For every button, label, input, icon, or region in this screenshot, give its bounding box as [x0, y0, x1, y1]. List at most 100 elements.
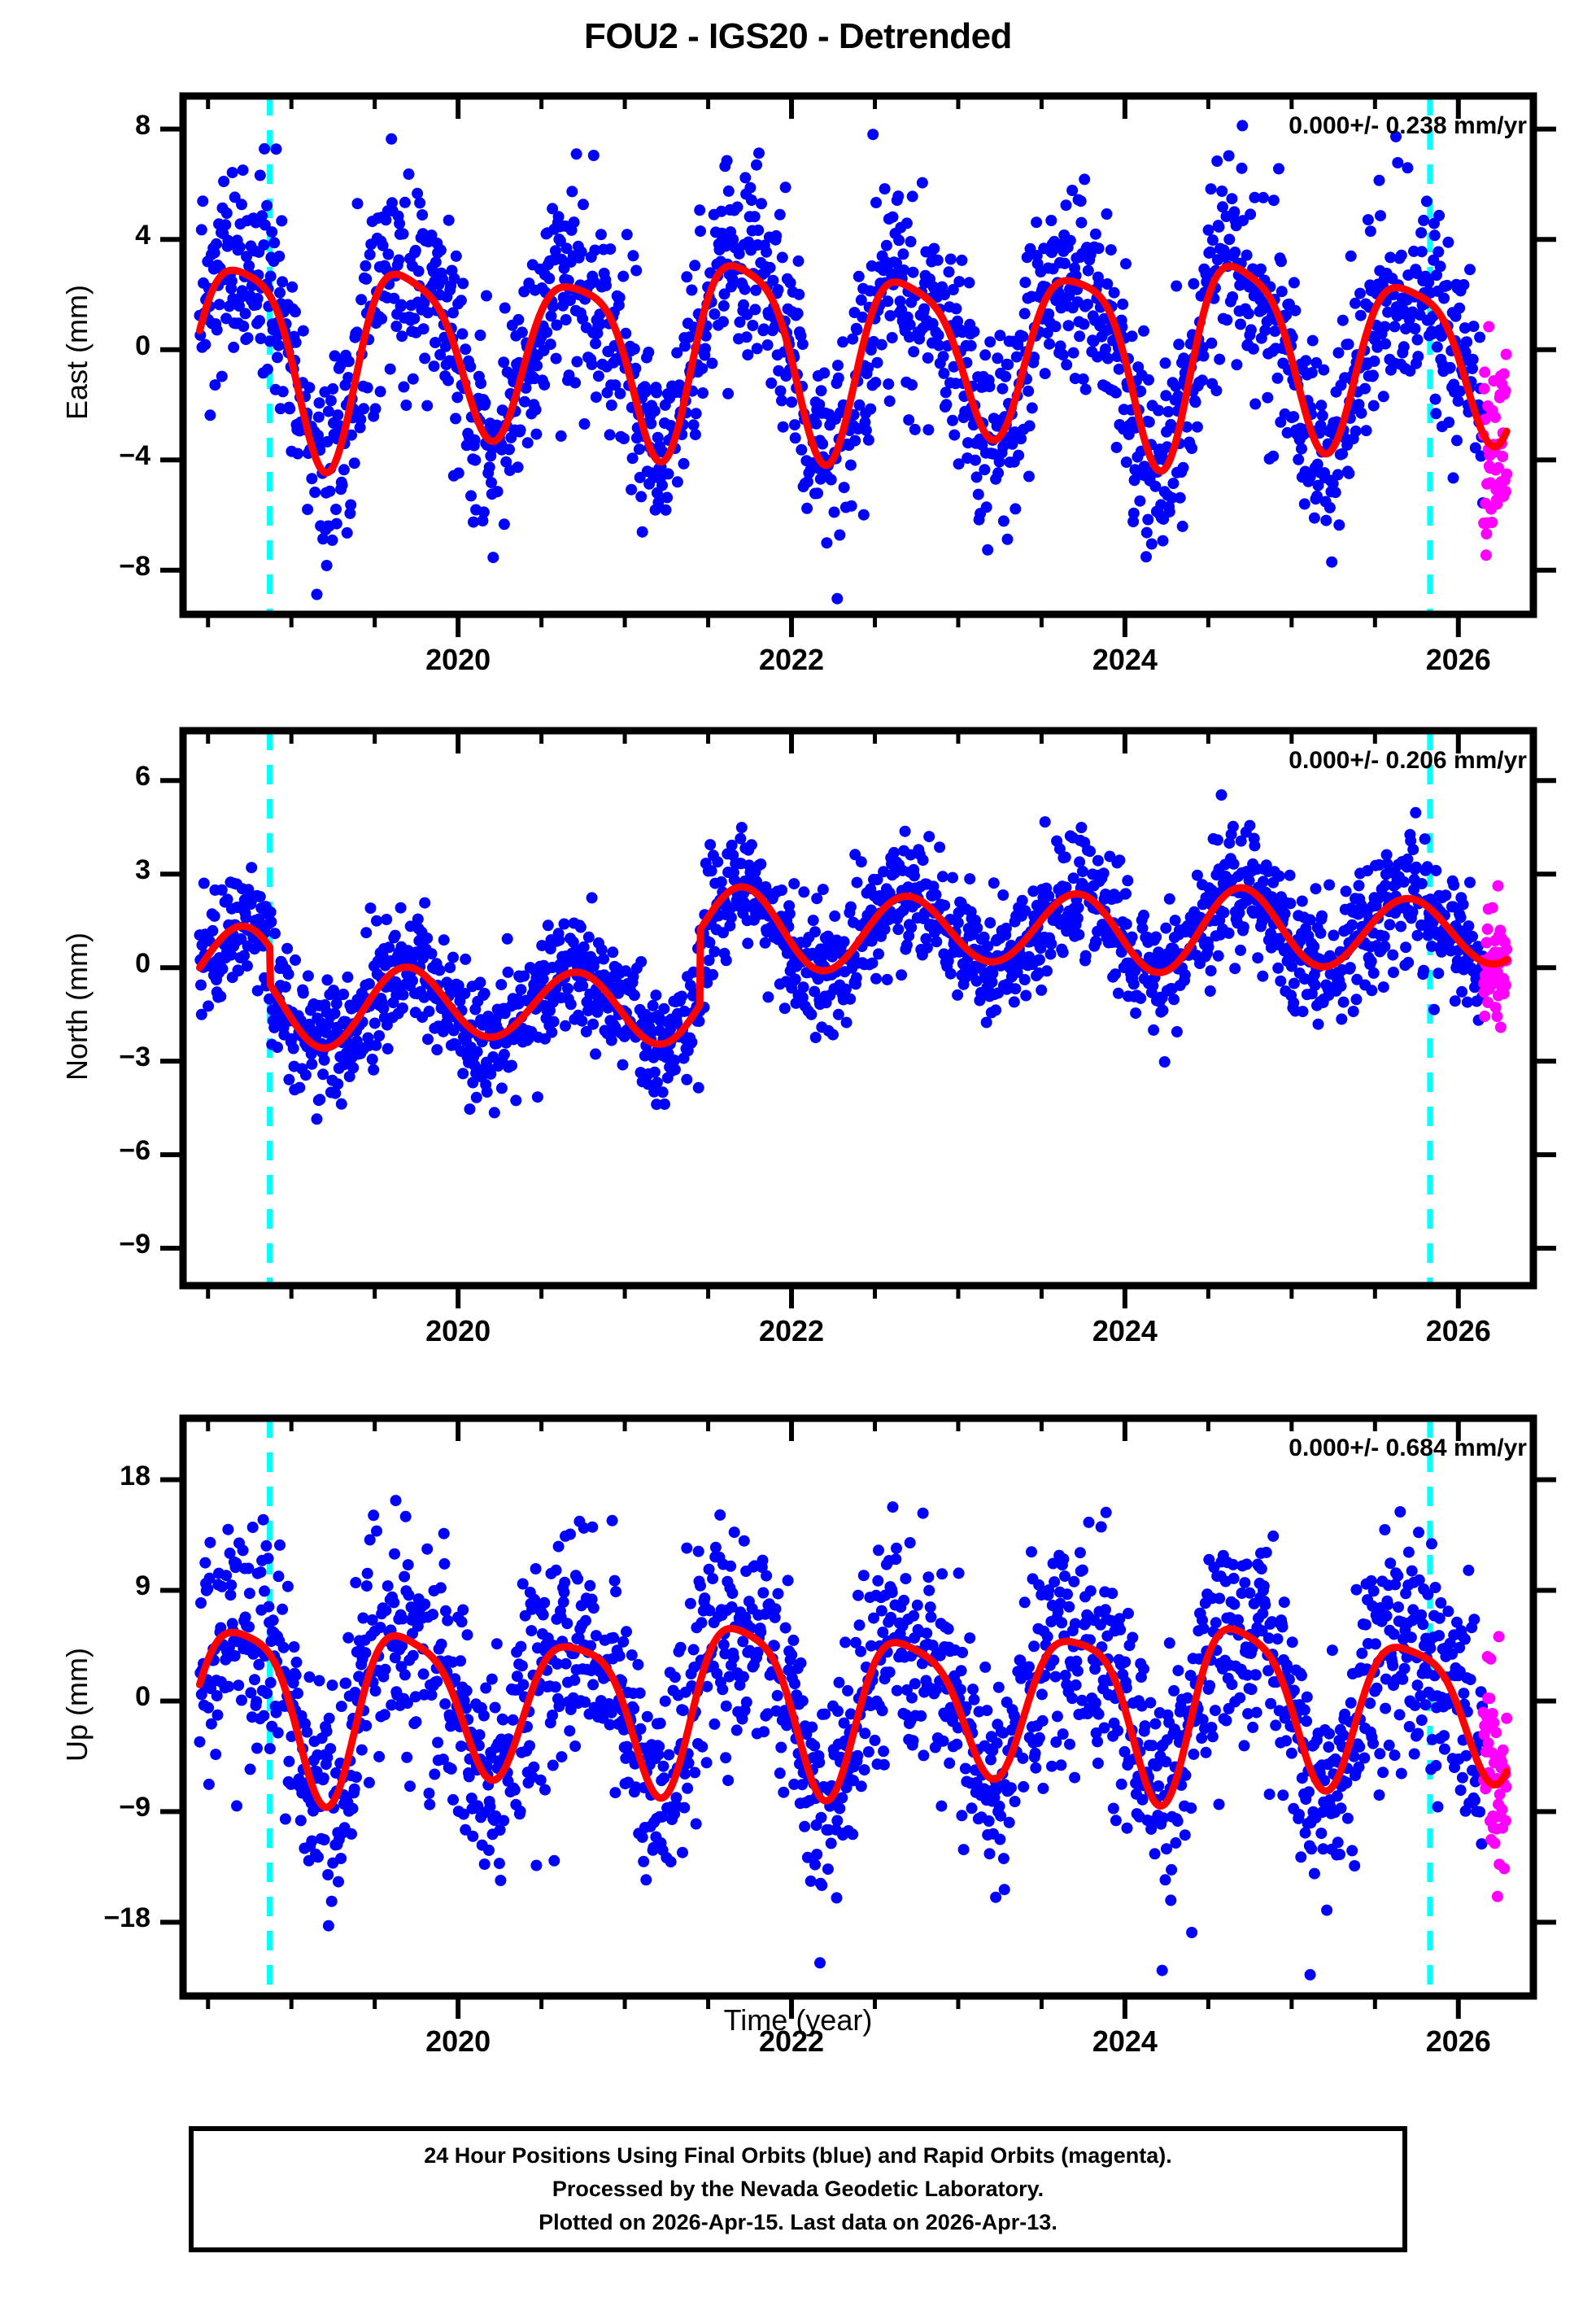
data-point-final — [398, 381, 410, 393]
data-point-final — [696, 1740, 709, 1753]
data-point-final — [1223, 927, 1235, 939]
data-point-final — [199, 338, 211, 351]
y-tick-label: 4 — [135, 220, 150, 251]
data-point-final — [980, 501, 992, 513]
data-point-final — [722, 387, 735, 400]
data-point-final — [903, 414, 915, 426]
data-point-final — [971, 922, 983, 934]
data-point-final — [471, 1046, 483, 1058]
data-point-final — [203, 1000, 215, 1012]
data-point-final — [1112, 987, 1124, 999]
data-point-final — [501, 932, 513, 945]
data-point-final — [1333, 519, 1345, 531]
data-point-final — [195, 1688, 207, 1701]
x-tick-label: 2020 — [425, 1314, 491, 1347]
data-point-final — [1206, 234, 1219, 247]
data-point-final — [645, 417, 657, 430]
data-point-final — [692, 1081, 704, 1094]
data-point-final — [1084, 845, 1096, 858]
data-point-final — [565, 998, 577, 1011]
data-point-final — [1012, 338, 1024, 351]
data-point-final — [377, 239, 389, 251]
data-point-rapid — [1491, 1011, 1503, 1023]
data-point-final — [1053, 843, 1066, 855]
data-point-final — [1000, 370, 1012, 382]
data-point-final — [553, 934, 565, 946]
data-point-final — [679, 340, 691, 352]
data-point-final — [903, 331, 915, 343]
data-point-final — [1197, 350, 1210, 362]
data-point-final — [891, 1684, 903, 1697]
data-point-final — [1218, 906, 1230, 919]
data-point-final — [409, 244, 421, 256]
data-point-final — [223, 237, 235, 249]
data-point-final — [416, 209, 429, 221]
data-point-final — [1310, 883, 1322, 895]
data-point-final — [251, 1696, 263, 1708]
data-point-final — [844, 901, 857, 913]
data-point-final — [335, 1701, 347, 1713]
data-point-final — [1157, 1004, 1169, 1016]
data-point-final — [565, 1528, 576, 1540]
data-point-final — [516, 1660, 528, 1672]
data-point-final — [584, 1579, 596, 1592]
data-point-final — [460, 1684, 473, 1697]
data-point-final — [1140, 551, 1152, 563]
data-point-final — [694, 204, 706, 216]
data-point-final — [772, 284, 784, 296]
data-point-final — [562, 983, 573, 994]
data-point-final — [1467, 321, 1480, 333]
data-point-final — [536, 940, 548, 952]
data-point-final — [1110, 968, 1122, 980]
data-point-final — [916, 177, 928, 189]
data-point-final — [1304, 914, 1316, 926]
data-point-final — [1400, 941, 1412, 954]
data-point-final — [229, 191, 241, 203]
data-point-final — [923, 1584, 935, 1596]
data-point-final — [937, 1735, 949, 1747]
data-point-final — [1210, 385, 1223, 397]
data-point-final — [811, 893, 823, 905]
data-point-final — [569, 1740, 582, 1752]
data-point-final — [1143, 416, 1155, 428]
data-point-final — [231, 1800, 242, 1812]
data-point-final — [259, 1585, 271, 1597]
data-point-final — [1304, 471, 1316, 483]
data-point-final — [1362, 865, 1374, 877]
data-point-final — [993, 456, 1005, 468]
data-point-final — [264, 1743, 276, 1754]
data-point-final — [907, 1735, 919, 1747]
data-point-final — [988, 877, 1000, 889]
data-point-final — [613, 1650, 626, 1662]
data-point-final — [658, 1772, 670, 1784]
x-tick-label: 2020 — [425, 643, 491, 676]
data-point-final — [209, 379, 221, 391]
data-point-final — [204, 409, 216, 421]
data-point-final — [498, 1048, 510, 1060]
data-point-final — [1227, 820, 1239, 832]
data-point-final — [249, 1674, 260, 1686]
data-point-final — [832, 1705, 844, 1717]
data-point-final — [1436, 330, 1448, 343]
data-point-final — [900, 939, 913, 951]
data-point-final — [1452, 395, 1464, 407]
data-point-final — [1204, 985, 1216, 997]
data-point-final — [718, 288, 730, 300]
data-point-final — [407, 1649, 419, 1662]
data-point-final — [1367, 400, 1380, 412]
north-rate-annotation: 0.000+/- 0.206 mm/yr — [1289, 747, 1527, 774]
data-point-final — [380, 214, 392, 226]
data-point-final — [325, 1895, 338, 1907]
data-point-final — [677, 1846, 688, 1858]
data-point-final — [302, 970, 314, 982]
data-point-final — [1033, 954, 1045, 966]
data-point-final — [774, 385, 787, 397]
data-point-final — [1467, 930, 1478, 942]
data-point-final — [1275, 255, 1287, 268]
data-point-final — [1060, 881, 1072, 893]
data-point-final — [1288, 977, 1300, 989]
data-point-final — [634, 1687, 646, 1699]
data-point-final — [986, 976, 998, 988]
data-point-final — [1332, 469, 1344, 481]
data-point-final — [858, 1764, 870, 1776]
